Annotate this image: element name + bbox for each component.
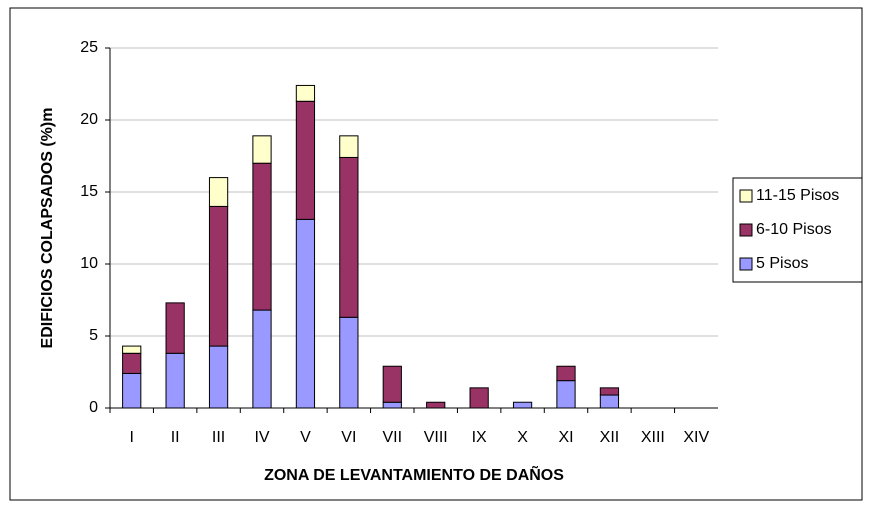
- y-axis-label: EDIFICIOS COLAPSADOS (%)m: [39, 108, 56, 349]
- bar-segment: [165, 352, 185, 409]
- bar-segment: [339, 156, 359, 318]
- legend-swatch: [739, 223, 753, 237]
- bar-segment: [122, 352, 142, 374]
- bar-segment: [426, 401, 446, 409]
- x-tick-label: II: [171, 429, 180, 446]
- x-tick-label: I: [129, 429, 133, 446]
- x-tick-label: XIV: [683, 429, 709, 446]
- bar-segment: [599, 394, 620, 409]
- bar-segment: [599, 387, 620, 396]
- bar-segment: [122, 372, 142, 409]
- x-tick-label: V: [300, 429, 311, 446]
- bar-segment: [295, 218, 316, 409]
- x-axis-label: ZONA DE LEVANTAMIENTO DE DAÑOS: [264, 464, 564, 484]
- y-tick-label: 0: [89, 399, 98, 416]
- legend-label: 5 Pisos: [756, 255, 808, 272]
- x-tick-label: XI: [558, 429, 573, 446]
- bar-segment: [122, 345, 142, 354]
- x-tick-label: III: [212, 429, 225, 446]
- bar-segment: [295, 84, 316, 102]
- bar-segment: [208, 177, 229, 207]
- legend-label: 6-10 Pisos: [756, 221, 832, 238]
- bar-segment: [208, 345, 229, 409]
- y-tick-label: 15: [80, 183, 98, 200]
- legend-swatch: [739, 189, 753, 203]
- legend-swatch: [739, 257, 753, 271]
- legend-label: 11-15 Pisos: [756, 187, 839, 204]
- x-tick-label: X: [517, 429, 528, 446]
- bar-segment: [208, 205, 229, 347]
- legend-box: [732, 177, 863, 283]
- y-tick-label: 10: [80, 255, 98, 272]
- x-tick-label: VII: [383, 429, 403, 446]
- x-tick-label: XII: [600, 429, 620, 446]
- x-tick-label: XIII: [641, 429, 665, 446]
- x-tick-label: VIII: [424, 429, 448, 446]
- y-tick-label: 20: [80, 111, 98, 128]
- bar-segment: [512, 401, 533, 409]
- bar-segment: [295, 100, 316, 220]
- bar-segment: [165, 302, 185, 354]
- bar-segment: [252, 135, 272, 164]
- bar-segment: [469, 387, 489, 409]
- bar-segment: [252, 309, 272, 409]
- x-tick-label: IX: [472, 429, 487, 446]
- x-tick-label: VI: [341, 429, 356, 446]
- bar-segment: [339, 135, 359, 158]
- bar-segment: [382, 401, 402, 409]
- bar-segment: [252, 162, 272, 311]
- y-tick-label: 5: [89, 327, 98, 344]
- chart-frame: [9, 7, 863, 501]
- x-tick-label: IV: [254, 429, 269, 446]
- bar-segment: [556, 380, 576, 409]
- bar-segment: [382, 365, 402, 403]
- bar-segment: [339, 316, 359, 409]
- y-tick-label: 25: [80, 39, 98, 56]
- bar-segment: [556, 365, 576, 382]
